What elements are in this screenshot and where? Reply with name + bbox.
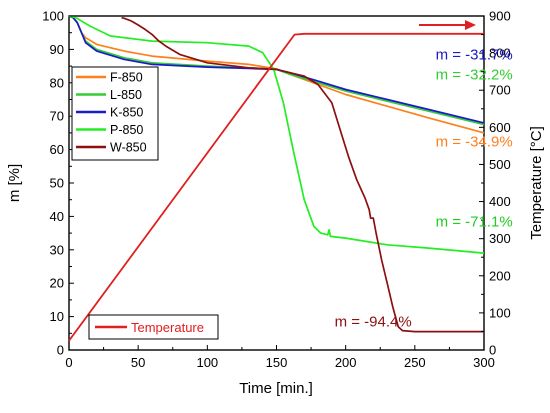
x-axis-label: Time [min.] bbox=[239, 380, 313, 397]
x-tick-label: 250 bbox=[404, 355, 426, 370]
y-tick-label: 50 bbox=[50, 176, 64, 191]
axis-layer: 0 50 100 150 200 250 3000102030405060708090100… bbox=[42, 9, 510, 371]
legend-box bbox=[71, 66, 159, 161]
annotations: m = -31.7% m = -32.2% m = -34.9% m = -71.1%… bbox=[335, 46, 513, 330]
mass-loss-annotation: m = -94.4% bbox=[335, 314, 412, 331]
y-tick-label: 80 bbox=[50, 75, 64, 90]
mass-loss-annotation: m = -34.9% bbox=[436, 133, 513, 150]
legend-label: L-850 bbox=[110, 88, 142, 102]
series-line-p-850 bbox=[68, 15, 485, 254]
legend-label: P-850 bbox=[110, 123, 143, 137]
y-tick-label: 30 bbox=[50, 242, 64, 257]
y2-tick-label: 0 bbox=[489, 343, 496, 358]
y2-tick-label: 600 bbox=[489, 120, 511, 135]
legend-label: F-850 bbox=[110, 71, 143, 85]
y2-tick-label: 500 bbox=[489, 157, 511, 172]
mass-loss-annotation: m = -31.7% bbox=[436, 46, 513, 63]
plot-area bbox=[68, 15, 485, 351]
y-tick-label: 70 bbox=[50, 109, 64, 124]
x-tick-label: 300 bbox=[473, 355, 495, 370]
legend-label: W-850 bbox=[110, 141, 147, 155]
y-tick-label: 40 bbox=[50, 209, 64, 224]
temperature-legend-label: Temperature bbox=[131, 320, 204, 335]
temperature-arrow bbox=[419, 20, 476, 30]
series-line-temperature bbox=[68, 32, 484, 342]
y-axis-label: m [%] bbox=[6, 164, 23, 202]
x-tick-label: 0 bbox=[65, 355, 72, 370]
y2-tick-label: 700 bbox=[489, 83, 511, 98]
y-tick-label: 100 bbox=[42, 9, 64, 24]
y2-tick-label: 900 bbox=[489, 9, 511, 24]
mass-loss-annotation: m = -32.2% bbox=[436, 66, 513, 83]
y-tick-label: 60 bbox=[50, 142, 64, 157]
series-line-w-850 bbox=[121, 16, 484, 333]
temperature-legend: Temperature bbox=[88, 314, 219, 340]
y-tick-label: 20 bbox=[50, 276, 64, 291]
x-tick-label: 100 bbox=[196, 355, 218, 370]
y-tick-label: 0 bbox=[57, 343, 64, 358]
y2-tick-label: 100 bbox=[489, 305, 511, 320]
x-tick-label: 50 bbox=[131, 355, 145, 370]
y-tick-label: 90 bbox=[50, 42, 64, 57]
legend: F-850 L-850 K-850 P-850 W-850 bbox=[71, 66, 159, 161]
y-tick-label: 10 bbox=[50, 309, 64, 324]
y2-tick-label: 300 bbox=[489, 231, 511, 246]
series-line-k-850 bbox=[68, 15, 485, 124]
x-tick-label: 200 bbox=[335, 355, 357, 370]
y2-tick-label: 200 bbox=[489, 268, 511, 283]
mass-loss-annotation: m = -71.1% bbox=[436, 213, 513, 230]
y2-tick-label: 400 bbox=[489, 194, 511, 209]
legend-label: K-850 bbox=[110, 106, 143, 120]
series-layer bbox=[68, 15, 485, 342]
y2-axis-label: Temperature [°C] bbox=[528, 126, 545, 240]
y2-tick-label: 800 bbox=[489, 46, 511, 61]
x-tick-label: 150 bbox=[266, 355, 288, 370]
